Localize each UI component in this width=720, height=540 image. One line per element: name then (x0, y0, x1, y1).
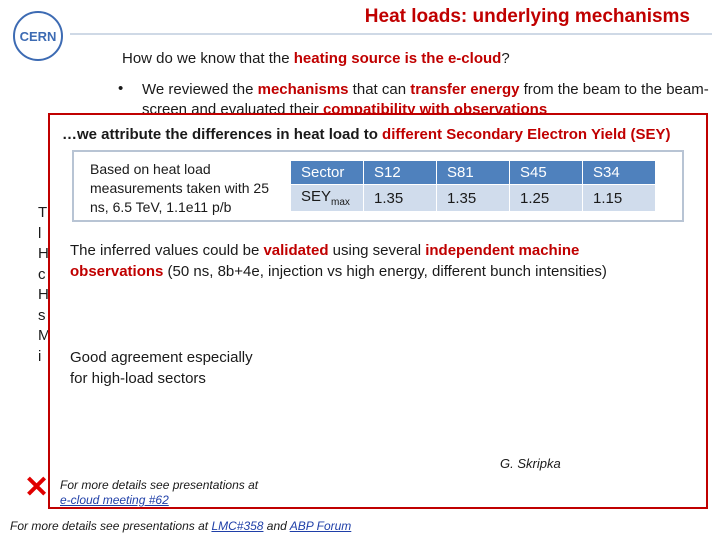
sey-value: 1.25 (509, 184, 583, 212)
fragment: H (38, 245, 49, 262)
row-label-sub: max (331, 197, 350, 208)
sey-row: SEYmax 1.35 1.35 1.25 1.15 (290, 184, 656, 212)
text-run: different Secondary Electron Yield (SEY) (382, 126, 671, 143)
title: Heat loads: underlying mechanisms (364, 6, 690, 27)
header-cell: S12 (363, 160, 437, 185)
validation: The inferred values could be validated u… (70, 240, 670, 282)
link[interactable]: ABP Forum (289, 519, 352, 533)
details: For more details see presentations at e-… (60, 478, 260, 508)
text-run: validated (263, 242, 329, 259)
fragment: M (38, 327, 51, 344)
text-run: using several (328, 242, 426, 259)
text-run: How do we know that the (122, 50, 294, 67)
text-run: transfer energy (410, 81, 520, 98)
header-row: Sector S12 S81 S45 S34 (290, 160, 656, 185)
text-run: mechanisms (257, 81, 349, 98)
text-run: ? (501, 50, 510, 67)
question: How do we know that the heating source i… (122, 50, 510, 67)
fragment: l (38, 224, 42, 242)
text-run: The inferred values could be (70, 242, 264, 259)
text-run: For more details see presentations at (10, 519, 212, 533)
conditions: Based on heat load measurements taken wi… (90, 161, 269, 215)
logo: CERN (20, 29, 57, 44)
fragment: H (38, 286, 49, 303)
footer: For more details see presentations at LM… (10, 519, 351, 533)
row-label-text: SEY (301, 188, 332, 205)
text-run: …we attribute the differences in heat lo… (62, 126, 383, 143)
link[interactable]: LMC#358 (211, 519, 264, 533)
overlay-heading: …we attribute the differences in heat lo… (62, 126, 670, 143)
fragment: T (38, 204, 48, 221)
credit: G. Skripka (500, 456, 561, 471)
logo-ring (13, 11, 63, 61)
header-cell: Sector (290, 160, 364, 185)
cross-icon: ✕ (24, 471, 50, 504)
row-label: SEYmax (290, 184, 364, 212)
text-run: and (263, 519, 290, 533)
link[interactable]: e-cloud meeting #62 (60, 493, 169, 507)
fragment: c (38, 265, 46, 283)
bullet-dot: • (118, 80, 124, 97)
text-run: heating source is the e-cloud (293, 50, 502, 67)
fragment: s (38, 306, 46, 324)
sey-value: 1.35 (436, 184, 510, 212)
header-cell: S34 (582, 160, 656, 185)
sey-value: 1.15 (582, 184, 656, 212)
sey-table: Sector S12 S81 S45 S34 SEYmax 1.35 1.35 1.25 1.15 (290, 160, 656, 212)
text-run: We reviewed the (142, 81, 258, 98)
text-run: that can (348, 81, 411, 98)
header-cell: S81 (436, 160, 510, 185)
text-run: independent machine observations (70, 242, 580, 280)
header-cell: S45 (509, 160, 583, 185)
text-run: For more details see presentations at (60, 478, 259, 492)
sey-value: 1.35 (363, 184, 437, 212)
agreement: Good agreement especially for high-load … (70, 349, 253, 387)
fragment: i (38, 347, 42, 365)
text-run: (50 ns, 8b+4e, injection vs high energy,… (163, 263, 607, 280)
